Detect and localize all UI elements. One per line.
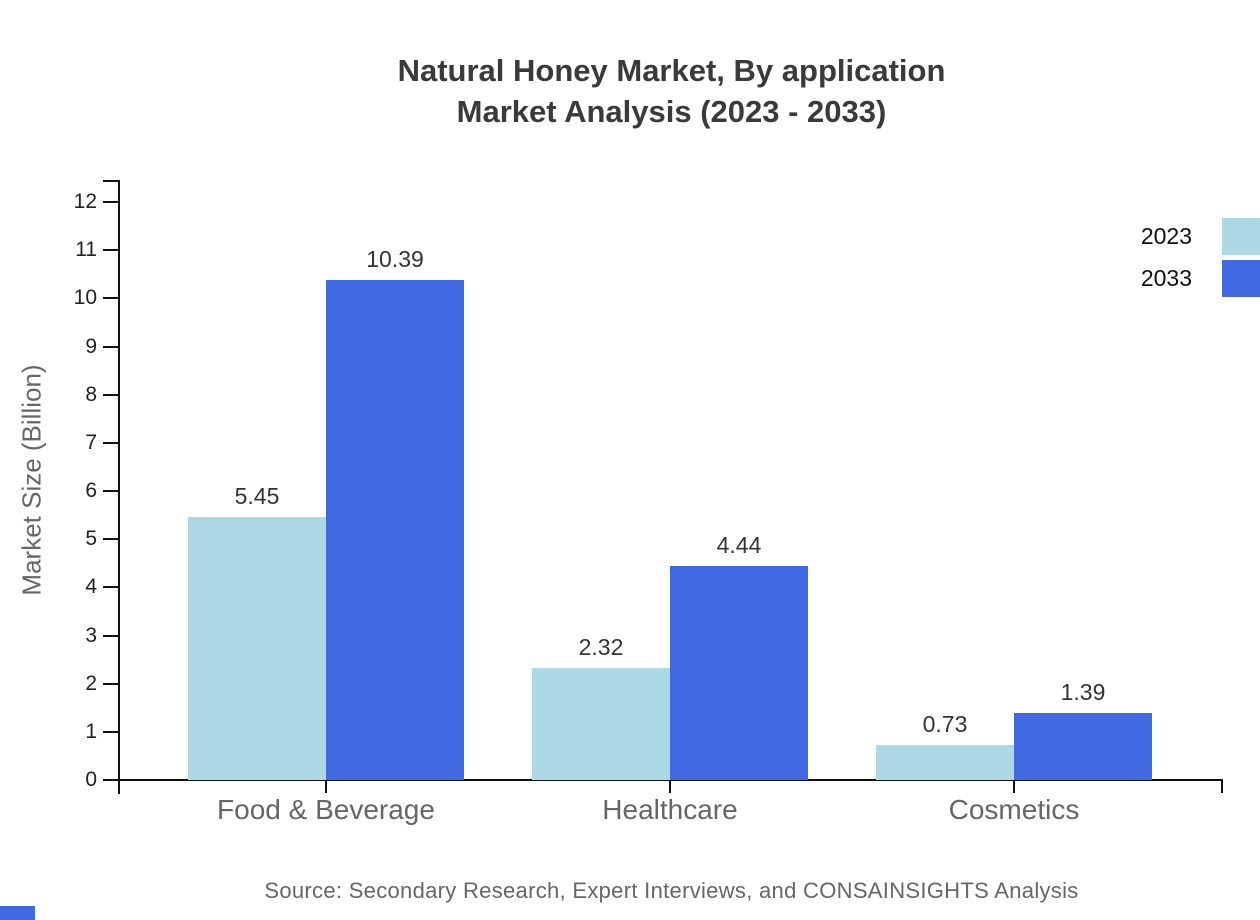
y-tick xyxy=(103,441,118,444)
y-tick xyxy=(103,586,118,589)
bar-2033-healthcare xyxy=(670,566,808,780)
y-tick-label: 5 xyxy=(85,527,97,551)
y-tick xyxy=(103,634,118,637)
bar-2023-healthcare xyxy=(532,668,670,780)
y-axis-top-cap xyxy=(103,180,118,182)
y-tick xyxy=(103,682,118,685)
y-tick xyxy=(103,730,118,733)
bar-value-label: 2.32 xyxy=(578,634,624,661)
legend-row: 2023 xyxy=(1141,218,1260,255)
bar-2023-cosmetics xyxy=(876,744,1014,780)
y-tick xyxy=(103,538,118,541)
legend-swatch xyxy=(1222,260,1260,297)
bar-value-label: 10.39 xyxy=(366,245,424,272)
x-category-tick xyxy=(1013,781,1015,793)
y-tick xyxy=(103,779,118,781)
source-note: Source: Secondary Research, Expert Inter… xyxy=(264,878,1079,903)
brand-corner-chip xyxy=(0,906,35,920)
y-tick-label: 0 xyxy=(85,768,97,791)
y-tick xyxy=(103,201,118,203)
y-tick-label: 8 xyxy=(85,382,97,406)
y-tick-label: 11 xyxy=(75,238,97,262)
legend-row: 2033 xyxy=(1141,260,1260,297)
bar-value-label: 0.73 xyxy=(922,710,968,737)
x-category-tick xyxy=(325,781,327,793)
y-tick-label: 12 xyxy=(73,190,97,213)
bar-2033-cosmetics xyxy=(1014,713,1152,780)
x-axis-end-tick xyxy=(1221,781,1223,793)
y-tick-label: 9 xyxy=(85,334,97,358)
x-category-label: Healthcare xyxy=(602,794,738,825)
y-tick-label: 6 xyxy=(85,479,97,502)
x-category-tick xyxy=(669,781,671,793)
bar-2033-food-beverage xyxy=(326,279,464,780)
y-tick xyxy=(103,297,118,300)
chart-title-line2: Market Analysis (2023 - 2033) xyxy=(456,94,887,129)
y-tick-label: 3 xyxy=(85,623,97,647)
y-tick-label: 2 xyxy=(85,671,97,695)
legend-label: 2033 xyxy=(1140,265,1192,291)
bar-value-label: 4.44 xyxy=(716,532,762,559)
x-axis-line xyxy=(118,779,1223,781)
legend: 2023 2033 xyxy=(1141,218,1260,302)
y-tick-label: 1 xyxy=(85,719,97,743)
bar-value-label: 1.39 xyxy=(1060,679,1106,706)
y-tick xyxy=(103,345,118,348)
chart-title-line1: Natural Honey Market, By application xyxy=(397,53,946,88)
bar-value-label: 5.45 xyxy=(234,483,280,510)
legend-swatch xyxy=(1222,218,1260,255)
bar-2023-food-beverage xyxy=(188,517,326,780)
y-axis-spine xyxy=(118,180,120,794)
y-tick xyxy=(103,490,118,492)
y-tick xyxy=(103,249,118,252)
x-category-label: Cosmetics xyxy=(948,794,1080,825)
x-category-label: Food & Beverage xyxy=(217,794,435,825)
y-tick-label: 10 xyxy=(73,286,97,310)
y-tick-label: 7 xyxy=(85,430,97,454)
y-tick xyxy=(103,393,118,396)
legend-label: 2023 xyxy=(1140,223,1192,249)
y-tick-label: 4 xyxy=(85,575,97,599)
chart-title: Natural Honey Market, By application Mar… xyxy=(120,50,1223,132)
